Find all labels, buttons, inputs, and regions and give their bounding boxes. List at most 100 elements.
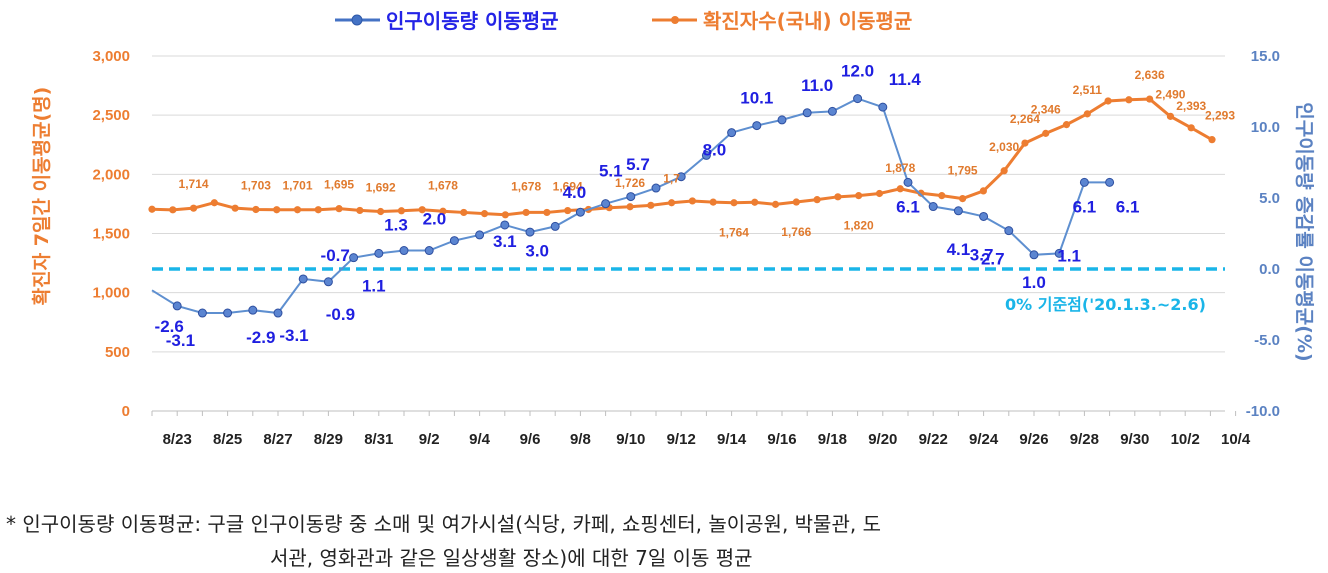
footnote-line-1: * 인구이동량 이동평균: 구글 인구이동량 중 소매 및 여가시설(식당, 카…: [6, 512, 881, 536]
cases-data-label: 1,695: [324, 178, 354, 192]
mobility-point: [273, 308, 283, 318]
x-tick-label: 9/2: [419, 431, 440, 448]
mobility-data-label: 2.7: [981, 250, 1005, 269]
mobility-point: [1004, 226, 1014, 236]
x-tick-label: 8/31: [364, 431, 393, 448]
mobility-data-label: -3.1: [166, 331, 195, 350]
x-tick-label: 9/14: [717, 431, 747, 448]
cases-data-label: 2,264: [1010, 112, 1040, 126]
cases-data-label: 1,766: [781, 225, 811, 239]
mobility-point: [777, 115, 787, 125]
right-tick-label: 0.0: [1259, 261, 1280, 278]
mobility-point: [223, 308, 233, 318]
cases-point: [460, 208, 468, 217]
mobility-data-label: 11.4: [889, 70, 922, 89]
cases-data-label: 1,7: [663, 172, 680, 186]
left-tick-label: 500: [105, 344, 130, 361]
mobility-data-label: 6.1: [896, 197, 920, 216]
mobility-data-label: 1.1: [1057, 246, 1081, 265]
mobility-data-label: -2.9: [246, 328, 275, 347]
mobility-point: [349, 253, 359, 263]
mobility-data-label: -0.9: [326, 305, 355, 324]
cases-point: [231, 204, 239, 212]
x-tick-label: 8/23: [163, 431, 192, 448]
mobility-data-label: 3.0: [525, 241, 549, 260]
x-tick-label: 9/24: [969, 431, 999, 448]
mobility-data-label: 2.0: [423, 210, 447, 229]
cases-point: [1146, 95, 1154, 103]
mobility-data-label: 8.0: [703, 140, 727, 159]
cases-point: [896, 185, 904, 193]
legend-item-cases: 확진자수(국내) 이동평균: [652, 9, 912, 33]
legend-label-mobility: 인구이동량 이동평균: [386, 9, 559, 33]
cases-point: [314, 206, 322, 214]
mobility-point: [903, 177, 913, 187]
cases-data-label: 2,511: [1073, 83, 1103, 97]
cases-point: [1166, 112, 1175, 120]
cases-point: [397, 207, 406, 215]
cases-data-label: 1,692: [366, 180, 396, 194]
cases-point: [480, 210, 489, 218]
cases-point: [709, 198, 717, 206]
cases-data-label: 1,694: [553, 180, 583, 194]
mobility-point: [500, 220, 510, 230]
legend-label-cases: 확진자수(국내) 이동평균: [703, 9, 912, 33]
cases-data-label: 2,490: [1155, 87, 1185, 101]
mobility-point: [575, 207, 585, 217]
x-tick-label: 9/4: [469, 431, 491, 448]
mobility-data-label: -2.6: [155, 317, 184, 336]
cases-point: [1104, 97, 1112, 105]
cases-data-label: 1,795: [948, 164, 978, 178]
x-tick-label: 8/25: [213, 431, 242, 448]
cases-point: [1187, 124, 1195, 132]
mobility-point: [1079, 177, 1089, 187]
mobility-point: [525, 227, 535, 237]
right-tick-label: 15.0: [1251, 48, 1280, 65]
mobility-point: [752, 121, 762, 131]
cases-point: [252, 205, 260, 214]
x-tick-label: 8/29: [314, 431, 343, 448]
mobility-point: [449, 236, 459, 246]
cases-data-label: 1,820: [844, 219, 874, 233]
cases-point: [1208, 136, 1216, 144]
cases-data-label: 1,726: [615, 176, 645, 190]
cases-point: [958, 194, 967, 203]
cases-point: [626, 203, 634, 211]
mobility-point: [979, 211, 989, 221]
left-axis-title: 확진자 7일간 이동평균(명): [30, 87, 53, 306]
mobility-point: [878, 102, 888, 112]
x-tick-label: 9/28: [1070, 431, 1099, 448]
left-tick-label: 1,500: [92, 226, 130, 243]
mobility-data-label: 1.1: [362, 276, 386, 295]
mobility-point: [827, 106, 837, 116]
x-tick-label: 9/16: [767, 431, 796, 448]
x-tick-label: 9/10: [616, 431, 645, 448]
mobility-point: [374, 248, 384, 258]
plot-area: 0 500 1,000 1,500 2,000 2,500 3,000 -10.0 -5.0 0.…: [92, 48, 1280, 448]
cases-point: [1062, 121, 1071, 129]
mobility-data-label: 1.0: [1022, 273, 1046, 292]
cases-data-label: 2,393: [1176, 99, 1206, 113]
x-tick-label: 9/30: [1120, 431, 1149, 448]
cases-point: [1000, 167, 1008, 175]
cases-point: [730, 199, 738, 207]
mobility-point: [802, 108, 812, 118]
left-tick-label: 0: [122, 403, 130, 420]
cases-point: [647, 201, 655, 209]
mobility-point: [676, 172, 686, 182]
mobility-point: [1029, 250, 1039, 260]
cases-point: [771, 200, 780, 208]
reference-line-label: 0% 기준점('20.1.3.~2.6): [1005, 295, 1206, 314]
cases-point: [169, 206, 177, 214]
cases-point: [564, 206, 572, 215]
mobility-data-label: 12.0: [841, 62, 874, 81]
left-tick-label: 1,000: [92, 285, 130, 302]
left-tick-label: 2,000: [92, 166, 130, 183]
cases-data-label: 1,714: [179, 177, 209, 191]
cases-point: [917, 189, 925, 197]
right-tick-label: -5.0: [1254, 332, 1280, 349]
mobility-data-label: 4.0: [563, 183, 587, 202]
mobility-point: [626, 192, 636, 202]
cases-data-label: 2,030: [989, 140, 1019, 154]
chart-legend: 인구이동량 이동평균 확진자수(국내) 이동평균: [335, 9, 912, 33]
